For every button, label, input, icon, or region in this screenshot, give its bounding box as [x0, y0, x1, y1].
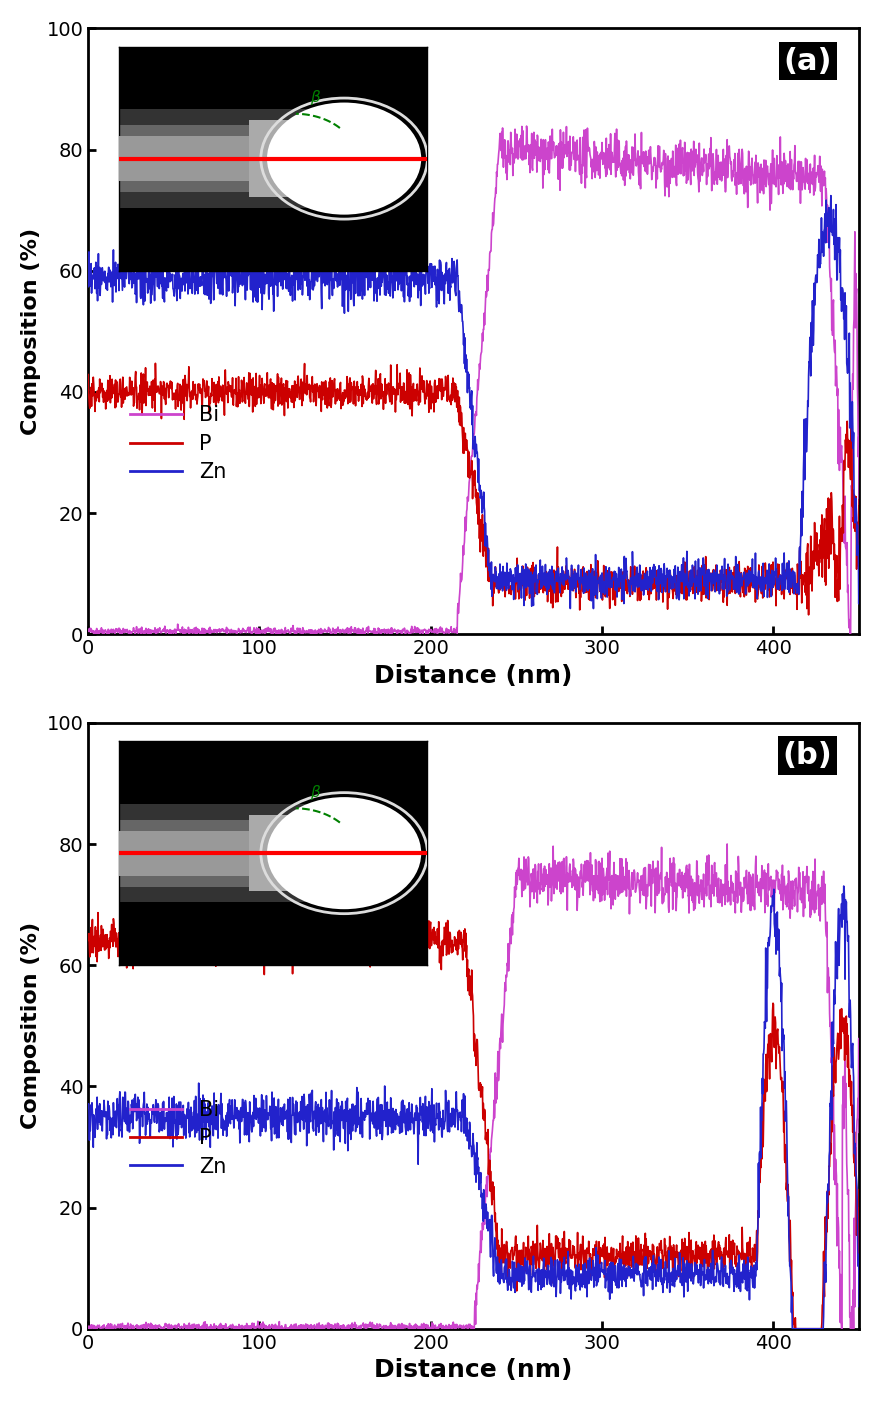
- Text: (b): (b): [782, 741, 832, 770]
- Legend: Bi, P, Zn: Bi, P, Zn: [121, 397, 234, 491]
- Legend: Bi, P, Zn: Bi, P, Zn: [121, 1092, 234, 1186]
- Text: (a): (a): [784, 46, 832, 76]
- X-axis label: Distance (nm): Distance (nm): [375, 1358, 573, 1382]
- Y-axis label: Composition (%): Composition (%): [21, 922, 40, 1129]
- Y-axis label: Composition (%): Composition (%): [21, 227, 40, 435]
- X-axis label: Distance (nm): Distance (nm): [375, 664, 573, 687]
